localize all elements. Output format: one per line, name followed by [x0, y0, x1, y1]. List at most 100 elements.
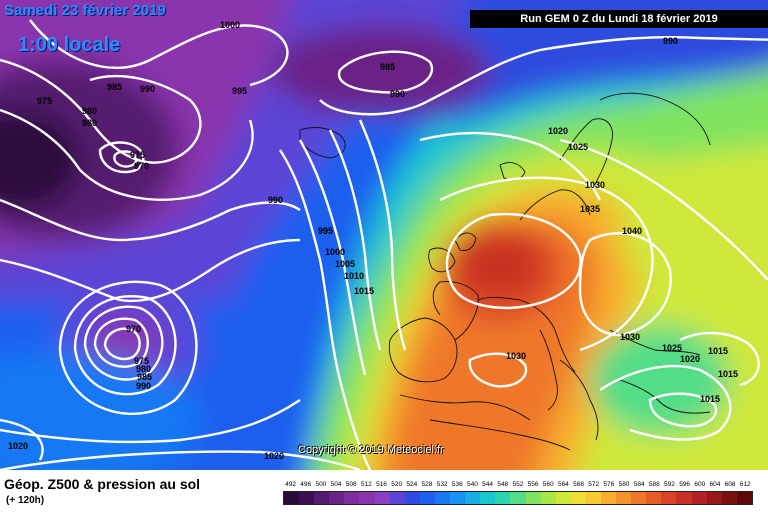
legend-footer: Géop. Z500 & pression au sol (+ 120h) 49…	[0, 470, 768, 512]
weather-map: 1000 985 990 975 980 980 975 970 995 985…	[0, 0, 768, 470]
isobar-label: 985	[137, 372, 152, 382]
isobar-label: 1025	[662, 343, 682, 353]
legend-value: 552	[512, 481, 524, 488]
legend-swatch	[570, 492, 586, 504]
legend-value: 548	[497, 481, 509, 488]
legend-swatch	[495, 492, 511, 504]
legend-swatch	[419, 492, 435, 504]
legend-value: 564	[557, 481, 569, 488]
legend-swatch	[525, 492, 541, 504]
legend-value: 608	[724, 481, 736, 488]
isobar-label: 990	[268, 195, 283, 205]
legend-value: 540	[467, 481, 478, 488]
legend-value: 596	[679, 481, 691, 488]
isobar-label: 1030	[585, 180, 605, 190]
legend-value: 500	[315, 481, 327, 488]
legend-swatch	[359, 492, 375, 504]
isobars	[0, 19, 768, 470]
isobar-label: 1010	[344, 271, 364, 281]
legend-value: 612	[739, 481, 751, 488]
legend-swatch	[465, 492, 481, 504]
legend-value: 544	[482, 481, 494, 488]
legend-value: 604	[709, 481, 721, 488]
isobar-label: 1040	[622, 226, 642, 236]
isobar-label: 1030	[506, 351, 526, 361]
isobar-label: 975	[130, 150, 145, 160]
legend-swatch	[706, 492, 722, 504]
isobar-label: 1000	[325, 247, 345, 257]
legend-value: 536	[451, 481, 463, 488]
legend-swatch	[721, 492, 737, 504]
legend-value: 504	[330, 481, 342, 488]
isobar-label: 1035	[580, 204, 600, 214]
legend-swatch	[329, 492, 345, 504]
isobar-label: 1015	[718, 369, 738, 379]
legend-swatch	[344, 492, 360, 504]
legend-swatch	[450, 492, 466, 504]
geopotential-field	[0, 0, 768, 470]
legend-swatch	[374, 492, 390, 504]
legend-value: 560	[542, 481, 554, 488]
isobar-label: 970	[126, 324, 141, 334]
isobar-label: 975	[37, 96, 52, 106]
isobar-label: 1020	[548, 126, 568, 136]
legend-value: 492	[285, 481, 296, 488]
legend-swatch	[555, 492, 571, 504]
legend-swatch	[600, 492, 617, 504]
isobar-labels: 1000 985 990 975 980 980 975 970 995 985…	[8, 20, 738, 461]
legend-value: 568	[573, 481, 584, 488]
isobar-label: 1015	[708, 346, 728, 356]
isobar-label: 1025	[568, 142, 588, 152]
legend-swatch	[540, 492, 556, 504]
map-title: Géop. Z500 & pression au sol	[4, 476, 201, 492]
run-info-banner: Run GEM 0 Z du Lundi 18 février 2019	[470, 10, 768, 28]
legend-swatch	[585, 492, 601, 504]
copyright-notice: Copyright © 2019 Meteociel.fr	[298, 444, 444, 456]
isobar-label: 990	[390, 89, 405, 99]
legend-value: 572	[588, 481, 600, 488]
isobar-label: 990	[140, 84, 155, 94]
isobar-label: 980	[82, 118, 97, 128]
legend-value: 576	[603, 481, 615, 488]
isobar-label: 980	[82, 106, 97, 116]
legend-value: 520	[391, 481, 403, 488]
legend-swatch	[691, 492, 707, 504]
isobar-label: 1000	[220, 20, 240, 30]
isobar-label: 995	[318, 226, 333, 236]
isobar-label: 980	[136, 364, 151, 374]
isobar-label: 1020	[264, 451, 284, 461]
isobar-label: 1020	[680, 354, 700, 364]
legend-value: 600	[694, 481, 706, 488]
color-scale-legend: 492 496 500 504 508 512 516 520 524 528 532 536 540 5…	[283, 480, 753, 505]
legend-value: 588	[648, 481, 660, 488]
legend-value: 512	[360, 481, 372, 488]
isobar-label: 990	[136, 381, 151, 391]
legend-swatch	[646, 492, 662, 504]
legend-value: 524	[406, 481, 418, 488]
forecast-time: 1:00 locale	[18, 34, 121, 56]
legend-color-bar	[283, 491, 753, 505]
isobar-label: 995	[232, 86, 247, 96]
legend-value: 496	[300, 481, 312, 488]
legend-swatch	[510, 492, 526, 504]
forecast-offset: (+ 120h)	[6, 495, 45, 506]
legend-swatch	[434, 492, 451, 504]
isobar-label: 1015	[354, 286, 374, 296]
legend-value: 528	[421, 481, 433, 488]
isobar-label: 985	[107, 82, 122, 92]
legend-value: 516	[376, 481, 387, 488]
isobar-label: 985	[380, 62, 395, 72]
legend-labels: 492 496 500 504 508 512 516 520 524 528 532 536 540 5…	[283, 480, 753, 490]
isobar-label: 975	[134, 356, 149, 366]
legend-value: 508	[345, 481, 357, 488]
isobar-label: 1005	[335, 259, 355, 269]
legend-value: 556	[527, 481, 539, 488]
legend-swatch	[736, 492, 752, 504]
legend-swatch	[299, 492, 315, 504]
legend-value: 592	[664, 481, 675, 488]
legend-swatch	[661, 492, 677, 504]
isobar-label: 1015	[700, 394, 720, 404]
isobar-label: 1030	[620, 332, 640, 342]
legend-swatch	[676, 492, 692, 504]
legend-swatch	[631, 492, 647, 504]
